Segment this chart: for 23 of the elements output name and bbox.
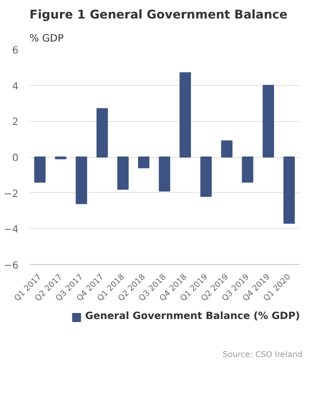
bar [180, 72, 191, 158]
y-tick-label: −4 [4, 224, 19, 236]
bar [76, 156, 88, 204]
y-tick-label: 6 [12, 46, 19, 56]
y-tick-label: 0 [12, 153, 19, 164]
legend-label: General Government Balance (% GDP) [85, 311, 300, 322]
bar [262, 84, 274, 158]
bar [138, 156, 150, 168]
bar [96, 108, 108, 158]
bar [283, 156, 295, 224]
y-tick-label: −6 [4, 260, 19, 272]
source-note: Source: CSO Ireland [222, 350, 303, 359]
bar [221, 140, 232, 158]
bar [117, 156, 129, 190]
y-tick-label: 4 [12, 81, 19, 92]
y-axis-title: % GDP [30, 34, 64, 44]
bar [200, 156, 212, 197]
y-tick-label: −2 [4, 188, 19, 200]
bar [158, 156, 170, 192]
y-tick-label: 2 [12, 117, 19, 128]
bar [34, 156, 46, 183]
chart-title: Figure 1 General Government Balance [30, 8, 288, 22]
bar [242, 156, 254, 183]
